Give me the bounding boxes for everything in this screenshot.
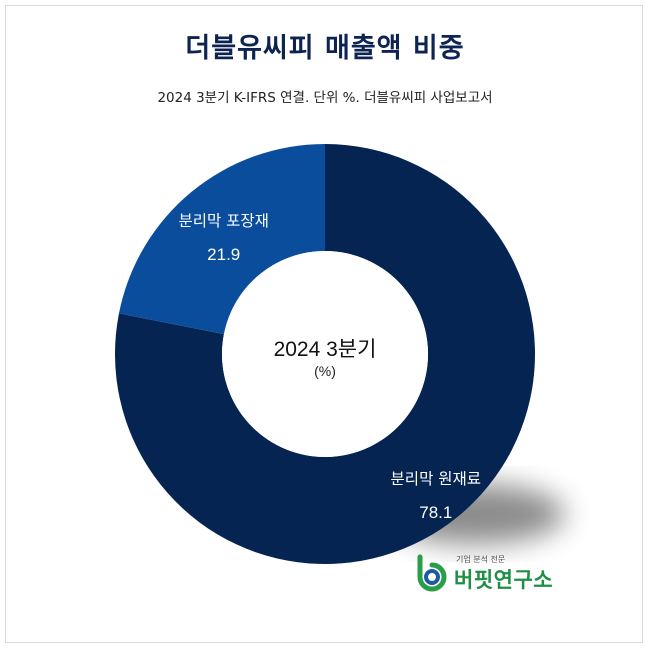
logo-name: 버핏연구소 xyxy=(454,568,554,592)
donut-slice-2 xyxy=(118,143,325,335)
donut-center-unit: (%) xyxy=(314,363,336,379)
slice-value-2: 21.9 xyxy=(207,245,240,264)
chart-frame xyxy=(5,5,643,643)
logo: 기업 분석 전문 버핏연구소 xyxy=(414,553,584,593)
slice-labels: 분리막 원재료 78.1 분리막 포장재 21.9 xyxy=(178,212,481,522)
donut-center-label: 2024 3분기 xyxy=(274,338,377,361)
logo-mark-icon xyxy=(417,554,447,592)
chart-title: 더블유씨피 매출액 비중 xyxy=(185,33,465,64)
chart-subtitle: 2024 3분기 K-IFRS 연결. 단위 %. 더블유씨피 사업보고서 xyxy=(157,90,493,106)
slice-value-1: 78.1 xyxy=(419,503,452,522)
donut-slice-1 xyxy=(114,144,536,564)
donut-hole xyxy=(222,251,428,457)
logo-tagline: 기업 분석 전문 xyxy=(456,555,506,564)
donut-slices xyxy=(114,143,536,564)
slice-label-2: 분리막 포장재 xyxy=(178,212,269,230)
slice-label-1: 분리막 원재료 xyxy=(391,470,482,488)
